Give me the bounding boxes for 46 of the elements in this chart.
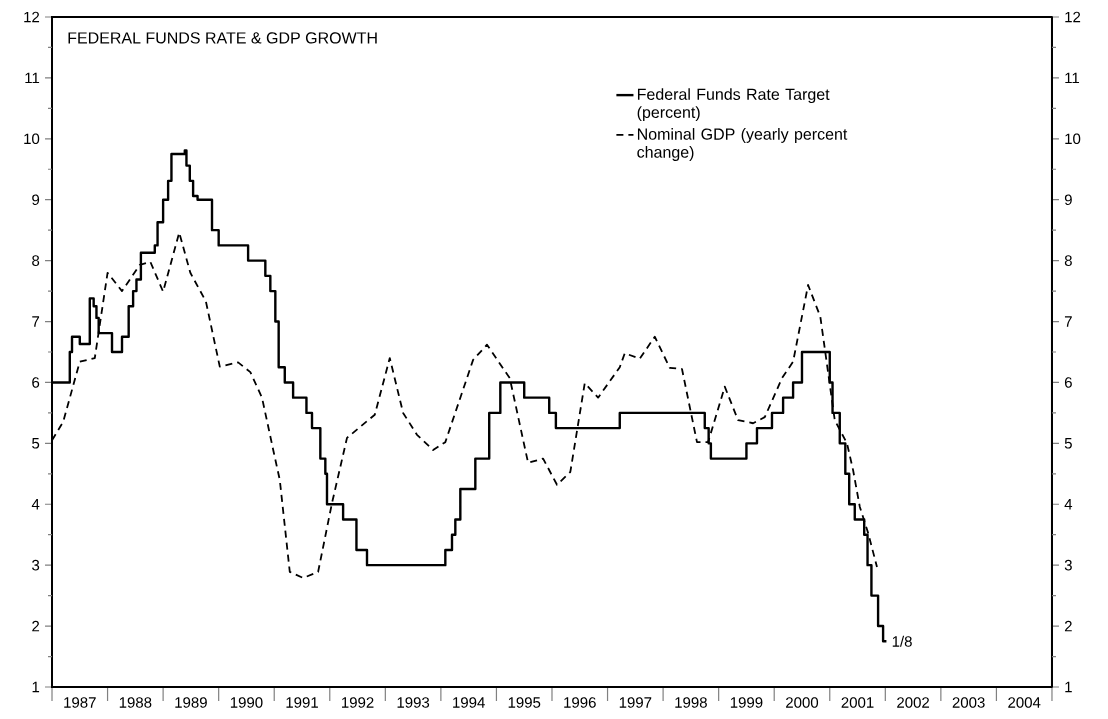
- y2-tick-label: 9: [1064, 194, 1072, 206]
- y-tick-label: 3: [32, 559, 40, 571]
- y2-tick-label: 7: [1064, 316, 1072, 327]
- x-tick-label: 1998: [675, 697, 707, 708]
- y-tick-label: 4: [31, 499, 40, 510]
- y2-tick-label: 8: [1064, 255, 1072, 266]
- x-tick-label: 2002: [897, 697, 930, 708]
- y-tick-label: 5: [32, 438, 40, 449]
- y-tick-label: 8: [32, 255, 40, 266]
- x-tick-label: 1995: [508, 697, 541, 708]
- y-tick-label: 10: [24, 133, 40, 145]
- y2-tick-label: 6: [1064, 377, 1072, 388]
- annotation: 1/8: [892, 635, 912, 647]
- y2-tick-label: 3: [1064, 559, 1072, 571]
- x-tick-label: 1992: [342, 697, 374, 708]
- x-tick-label: 1989: [175, 697, 207, 708]
- x-tick-label: 2004: [1008, 697, 1041, 708]
- x-tick-label: 1994: [453, 697, 485, 708]
- y-tick-label: 2: [32, 620, 40, 632]
- y-tick-label: 1: [32, 681, 40, 693]
- x-tick-label: 1997: [619, 697, 652, 708]
- x-tick-label: 2001: [841, 697, 874, 708]
- x-tick-label: 1993: [397, 697, 430, 708]
- y-tick-label: 11: [25, 72, 40, 84]
- y2-tick-label: 11: [1065, 72, 1080, 84]
- x-tick-label: 1988: [119, 697, 152, 708]
- x-tick-label: 1990: [230, 697, 263, 708]
- x-tick-label: 1996: [564, 697, 596, 708]
- y-tick-label: 12: [24, 11, 40, 23]
- text: FEDERAL FUNDS RATE & GDP GROWTH: [68, 32, 377, 44]
- y2-tick-label: 5: [1064, 438, 1072, 449]
- x-tick-label: 2000: [786, 697, 819, 708]
- x-tick-label: 1999: [730, 697, 763, 708]
- legend-label: Nominal GDP (yearly percent change): [637, 128, 848, 161]
- x-tick-label: 2003: [952, 697, 985, 708]
- y2-tick-label: 1: [1065, 681, 1072, 693]
- x-tick-label: 1987: [64, 697, 96, 708]
- y-tick-label: 6: [32, 377, 40, 388]
- x-tick-label: 1991: [286, 697, 318, 708]
- legend-label: Federal Funds Rate Target (percent): [637, 88, 830, 122]
- y-tick-label: 7: [32, 316, 40, 327]
- y-tick-label: 9: [32, 194, 40, 206]
- y2-tick-label: 2: [1064, 620, 1072, 632]
- y2-tick-label: 10: [1065, 133, 1081, 145]
- y2-tick-label: 4: [1064, 499, 1073, 510]
- y2-tick-label: 12: [1065, 11, 1081, 23]
